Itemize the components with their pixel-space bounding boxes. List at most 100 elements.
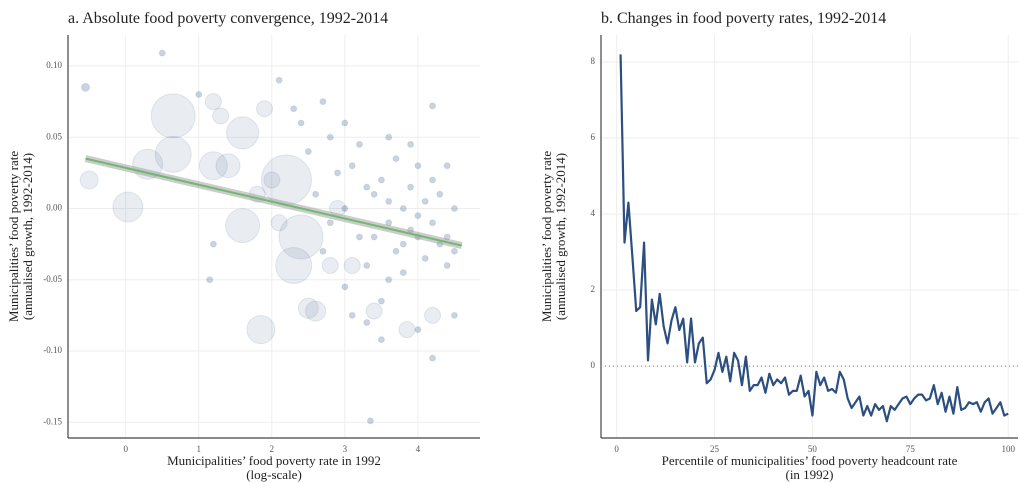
bubble (429, 219, 437, 227)
x-tick-label: 1 (197, 444, 202, 454)
bubble (377, 336, 385, 344)
bubble (429, 354, 437, 362)
x-tick-label: 4 (416, 444, 421, 454)
y-tick-label: 0.00 (46, 203, 62, 213)
bubble (450, 311, 458, 319)
line (619, 54, 1009, 423)
bubble (450, 247, 458, 255)
x-axis-label: Percentile of municipalities’ food pover… (662, 453, 958, 468)
bubble (154, 135, 192, 173)
x-tick-label: 75 (906, 444, 916, 454)
y-axis-label: Municipalities’ food poverty rate (539, 151, 554, 322)
bubble (348, 311, 356, 319)
bubble (319, 247, 327, 255)
bubble (195, 90, 203, 98)
bubble (348, 162, 356, 170)
bubble (198, 151, 228, 181)
bubble (450, 204, 458, 212)
bubble (385, 276, 393, 284)
bubble (377, 176, 385, 184)
x-axis-label: (in 1992) (785, 467, 833, 482)
y-tick-label: 0 (591, 360, 596, 370)
bubble (204, 93, 222, 111)
bubble (326, 219, 334, 227)
panel: a. Absolute food poverty convergence, 19… (6, 10, 480, 482)
bubble (312, 190, 320, 198)
y-tick-label: -0.10 (43, 345, 62, 355)
bubble (385, 133, 393, 141)
x-tick-label: 0 (614, 444, 619, 454)
fit-line (85, 157, 462, 247)
y-tick-label: -0.15 (43, 416, 62, 426)
bubble (209, 240, 217, 248)
y-axis-label: Municipalities’ food poverty rate (6, 151, 21, 322)
bubble (215, 153, 241, 179)
bubble (399, 269, 407, 277)
bubble (278, 214, 324, 260)
x-tick-label: 3 (343, 444, 348, 454)
bubble (429, 102, 437, 110)
bubble (297, 297, 319, 319)
bubble (392, 155, 400, 163)
bubble (225, 208, 261, 244)
bubble (363, 319, 371, 327)
bubble (206, 276, 214, 284)
bubble (421, 197, 429, 205)
panel-title: b. Changes in food poverty rates, 1992-2… (601, 10, 886, 27)
bubble (443, 262, 451, 270)
x-tick-label: 100 (1001, 444, 1015, 454)
bubble (414, 212, 422, 220)
bubble (398, 321, 416, 339)
bubble (305, 300, 327, 322)
bubble (399, 204, 407, 212)
bubble (429, 176, 437, 184)
bubble (370, 190, 378, 198)
bubble (341, 283, 349, 291)
y-tick-label: 6 (591, 132, 596, 142)
bubble (112, 191, 144, 223)
x-tick-label: 2 (270, 444, 275, 454)
bubble (270, 214, 288, 232)
bubble (399, 240, 407, 248)
bubble (246, 315, 276, 345)
bubble (363, 262, 371, 270)
bubble (256, 100, 274, 118)
bubble (263, 171, 281, 189)
x-tick-label: 50 (808, 444, 818, 454)
bubble (343, 257, 361, 275)
bubble (363, 183, 371, 191)
bubble (321, 257, 339, 275)
bubble (414, 162, 422, 170)
bubble (436, 190, 444, 198)
bubble (407, 183, 415, 191)
bubble (275, 247, 313, 285)
panel: b. Changes in food poverty rates, 1992-2… (539, 10, 1018, 482)
y-tick-label: -0.05 (43, 274, 62, 284)
panel-title: a. Absolute food poverty convergence, 19… (68, 10, 388, 27)
bubble (158, 49, 166, 57)
bubble (370, 233, 378, 241)
y-tick-label: 2 (591, 284, 596, 294)
y-tick-label: 8 (591, 56, 596, 66)
bubble (355, 140, 363, 148)
bubble (421, 254, 429, 262)
y-axis-label: (annualised growth, 1992-2014) (553, 153, 568, 320)
bubble (81, 82, 91, 92)
bubble (150, 93, 196, 139)
bubble (79, 170, 99, 190)
bubble (385, 197, 393, 205)
y-tick-label: 0.10 (46, 60, 62, 70)
bubble (319, 98, 327, 106)
bubble (341, 204, 349, 212)
y-tick-label: 4 (591, 208, 596, 218)
bubble (275, 76, 283, 84)
bubble (392, 247, 400, 255)
bubble (424, 306, 442, 324)
bubble (377, 297, 385, 305)
y-axis-label: (annualised growth, 1992-2014) (20, 153, 35, 320)
x-tick-label: 0 (123, 444, 128, 454)
bubble (365, 302, 383, 320)
bubble (355, 233, 363, 241)
bubble (341, 119, 349, 127)
